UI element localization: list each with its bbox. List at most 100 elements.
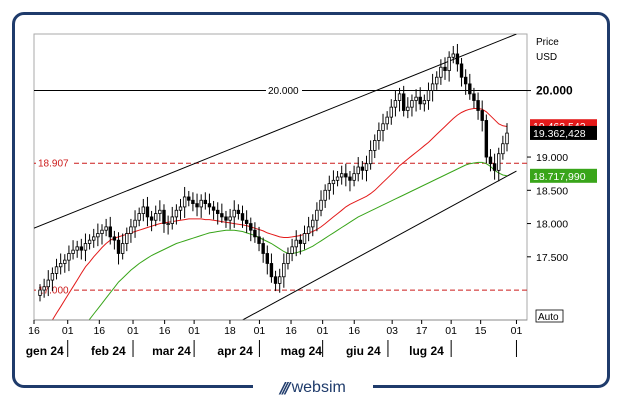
currency-label: USD: [536, 52, 557, 63]
candle-body: [315, 209, 319, 221]
candle: [257, 226, 261, 252]
candle-body: [426, 90, 431, 101]
candle-body: [501, 143, 505, 155]
x-tick-label: 01: [62, 325, 74, 337]
candle-body: [92, 236, 96, 241]
candle-body: [253, 229, 257, 238]
brand-name: websim: [291, 379, 346, 396]
level-label-0: 20.000: [268, 86, 299, 97]
x-tick-label: 01: [445, 325, 457, 337]
candle: [182, 186, 187, 218]
candle-body: [356, 166, 360, 175]
x-tick-label: 16: [28, 325, 40, 337]
candle-body: [228, 216, 232, 221]
candle-body: [162, 209, 166, 224]
candle-body: [104, 226, 108, 231]
candle-body: [46, 279, 50, 288]
candle-body: [120, 243, 125, 254]
candle: [75, 240, 79, 258]
candle: [447, 51, 451, 82]
candle-body: [439, 66, 443, 78]
price-badge-label: 19.362,428: [533, 128, 586, 140]
candle: [468, 73, 472, 100]
candle: [373, 134, 377, 159]
candle-body: [273, 276, 278, 284]
trend-channel-line-1: [242, 170, 517, 320]
candle-body: [174, 209, 179, 218]
candle: [207, 193, 212, 215]
x-tick-label: 16: [285, 325, 297, 337]
x-tick-label: 01: [511, 325, 523, 337]
candle: [58, 253, 63, 275]
candle-body: [277, 276, 282, 284]
candle: [216, 202, 220, 225]
candle-body: [137, 213, 141, 221]
candle-body: [207, 203, 212, 208]
x-tick-label: 16: [159, 325, 171, 337]
month-label: mar 24: [152, 344, 191, 358]
candle: [377, 122, 381, 150]
candle: [92, 228, 96, 248]
candle: [38, 284, 42, 302]
candle-body: [497, 153, 501, 171]
candle: [116, 232, 121, 265]
candle: [249, 217, 253, 242]
candle: [166, 215, 170, 235]
candle: [488, 149, 493, 172]
candle-body: [265, 253, 270, 264]
month-label: giu 24: [346, 344, 381, 358]
candle-body: [149, 216, 154, 221]
x-tick-label: 15: [475, 325, 487, 337]
candle: [269, 253, 274, 283]
candle: [414, 89, 418, 112]
candle: [501, 135, 505, 160]
x-tick-label: 17: [416, 325, 428, 337]
candle-body: [443, 66, 447, 71]
websim-logo: /// websim: [253, 376, 373, 400]
candle: [439, 59, 443, 85]
level-label-bg-1: [36, 157, 72, 170]
candle-body: [488, 156, 493, 165]
candle: [100, 224, 104, 245]
candle: [228, 208, 232, 230]
candle: [298, 234, 303, 255]
candle: [79, 238, 84, 260]
candle-body: [141, 206, 146, 214]
candle-body: [244, 219, 249, 224]
candle: [96, 223, 100, 247]
candle: [364, 155, 369, 182]
candle-body: [435, 76, 439, 85]
candle: [154, 205, 158, 227]
candle: [339, 165, 344, 185]
plot-area: [33, 33, 528, 321]
candle-body: [125, 233, 129, 244]
candle-body: [269, 263, 274, 278]
candle-body: [261, 243, 265, 254]
candle-body: [178, 206, 183, 211]
candle: [174, 204, 179, 225]
candle: [273, 270, 278, 292]
candle: [306, 216, 311, 242]
candle: [315, 202, 319, 232]
price-badge-label: 18.717,990: [533, 171, 586, 183]
candle-body: [430, 83, 435, 91]
candle-body: [306, 226, 311, 234]
candle-body: [71, 249, 75, 254]
month-label: apr 24: [217, 344, 253, 358]
candle: [480, 100, 484, 132]
candle-body: [224, 216, 228, 221]
candle-body: [170, 216, 174, 224]
y-tick-label: 19.000: [536, 152, 568, 164]
candle-body: [145, 206, 150, 218]
price-badge: [530, 125, 597, 140]
candle-body: [472, 93, 476, 101]
candle: [451, 45, 455, 64]
candle: [277, 268, 282, 293]
candle: [422, 94, 427, 112]
candle: [112, 230, 117, 250]
candle: [203, 192, 208, 210]
candle: [476, 92, 480, 120]
candle: [129, 218, 133, 243]
candle: [244, 210, 249, 233]
candle-body: [63, 259, 67, 264]
